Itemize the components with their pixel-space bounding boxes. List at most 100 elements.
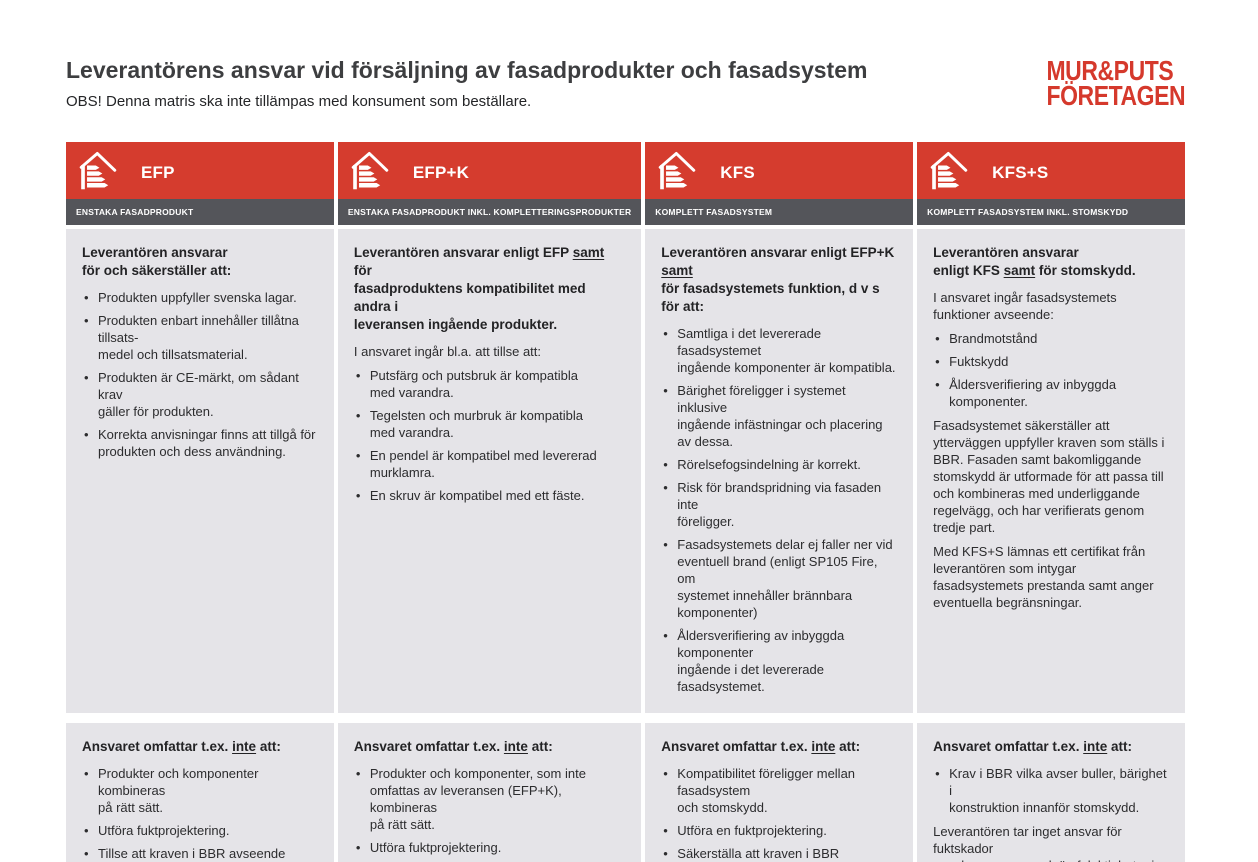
list-item: Åldersverifiering av inbyggda komponente… bbox=[933, 376, 1169, 410]
exclusions-cell: Ansvaret omfattar t.ex. inte att: Produk… bbox=[66, 723, 334, 862]
list-item: Åldersverifiering av inbyggda komponente… bbox=[661, 627, 897, 695]
note-paragraph: Med KFS+S lämnas ett certifikat från lev… bbox=[933, 544, 1154, 610]
bullet-list: Produkten uppfyller svenska lagar. Produ… bbox=[82, 289, 318, 460]
underlined-word: samt bbox=[661, 263, 693, 278]
list-item: Produkten är CE-märkt, om sådant krav gä… bbox=[82, 369, 318, 420]
column-category-bar: KOMPLETT FASADSYSTEM INKL. STOMSKYDD bbox=[917, 199, 1185, 229]
list-item: Samtliga i det levererade fasadsystemet … bbox=[661, 325, 897, 376]
heading-segment: att: bbox=[835, 739, 861, 754]
list-item: Utföra fuktprojektering. bbox=[82, 822, 318, 839]
bullet-list: Kompatibilitet föreligger mellan fasadsy… bbox=[661, 765, 897, 862]
heading-segment: Ansvaret omfattar t.ex. bbox=[353, 739, 504, 754]
intro-text: I ansvaret ingår bl.a. att tillse att: bbox=[353, 344, 542, 359]
heading-segment: Leverantören ansvarar enligt KFS bbox=[933, 245, 1079, 278]
list-item: Utföra en fuktprojektering. bbox=[661, 822, 897, 839]
note-paragraph: Leverantören tar inget ansvar för fuktsk… bbox=[933, 824, 1154, 862]
bullet-list: Putsfärg och putsbruk är kompatibla med … bbox=[354, 367, 625, 504]
content-container: Leverantörens ansvar vid försäljning av … bbox=[66, 0, 1185, 862]
column-category: ENSTAKA FASADPRODUKT INKL. KOMPLETTERING… bbox=[337, 199, 642, 225]
column-category-bar: KOMPLETT FASADSYSTEM bbox=[645, 199, 914, 229]
logo-line-2: FÖRETAGEN bbox=[1046, 80, 1185, 111]
exclusions-panel: Ansvaret omfattar t.ex. inte att: Kompat… bbox=[645, 723, 914, 862]
column-category: KOMPLETT FASADSYSTEM INKL. STOMSKYDD bbox=[917, 199, 1185, 225]
list-item: Krav i BBR vilka avser buller, bärighet … bbox=[933, 765, 1169, 816]
list-item: Fuktskydd bbox=[933, 353, 1169, 370]
energy-house-icon bbox=[659, 151, 696, 189]
heading-segment: Leverantören ansvarar för och säkerställ… bbox=[82, 245, 232, 278]
column-category-label: ENSTAKA FASADPRODUKT INKL. KOMPLETTERING… bbox=[347, 207, 632, 217]
list-item: Produkter och komponenter, som inte omfa… bbox=[354, 765, 625, 833]
bullet-list: Brandmotstånd Fuktskydd Åldersverifierin… bbox=[933, 330, 1169, 410]
heading-segment: för stomskydd. bbox=[1035, 263, 1136, 278]
list-item: Tegelsten och murbruk är kompatibla med … bbox=[354, 407, 625, 441]
column-header-kfs: KFS bbox=[645, 142, 914, 199]
column-category-bar: ENSTAKA FASADPRODUKT INKL. KOMPLETTERING… bbox=[337, 199, 642, 229]
column-category-label: KOMPLETT FASADSYSTEM bbox=[655, 207, 773, 217]
page-title: Leverantörens ansvar vid försäljning av … bbox=[66, 57, 868, 83]
bullet-list: Produkter och komponenter, som inte omfa… bbox=[354, 765, 625, 862]
responsibility-cell: Leverantören ansvarar för och säkerställ… bbox=[66, 229, 334, 723]
intro-text: I ansvaret ingår fasadsystemets funktion… bbox=[933, 290, 1117, 322]
exclusions-panel: Ansvaret omfattar t.ex. inte att: Krav i… bbox=[917, 723, 1185, 862]
bullet-list: Produkter och komponenter kombineras på … bbox=[82, 765, 318, 862]
exclusions-panel: Ansvaret omfattar t.ex. inte att: Produk… bbox=[337, 723, 642, 862]
list-item: Produkten uppfyller svenska lagar. bbox=[82, 289, 318, 306]
panel-heading: Ansvaret omfattar t.ex. inte att: bbox=[661, 738, 897, 756]
heading-segment: att: bbox=[1107, 739, 1132, 754]
bullet-list: Samtliga i det levererade fasadsystemet … bbox=[661, 325, 897, 695]
panel-heading: Ansvaret omfattar t.ex. inte att: bbox=[82, 738, 318, 756]
underlined-word: samt bbox=[1003, 263, 1036, 278]
heading-segment: för fasadproduktens kompatibilitet med a… bbox=[353, 263, 586, 332]
responsibility-matrix: EFP ENSTAKA FASADPRODUKT Leverantören an… bbox=[66, 142, 1185, 862]
column-code-label: KFS+S bbox=[992, 162, 1049, 182]
responsibility-panel: Leverantören ansvarar enligt EFP samt fö… bbox=[337, 229, 642, 713]
list-item: Produkten enbart innehåller tillåtna til… bbox=[82, 312, 318, 363]
exclusions-cell: Ansvaret omfattar t.ex. inte att: Kompat… bbox=[645, 723, 914, 862]
column-category: ENSTAKA FASADPRODUKT bbox=[66, 199, 334, 225]
list-item: En skruv är kompatibel med ett fäste. bbox=[354, 487, 625, 504]
heading-segment: för fasadsystemets funktion, d v s för a… bbox=[661, 281, 880, 314]
heading-segment: Ansvaret omfattar t.ex. bbox=[82, 739, 233, 754]
underlined-word: samt bbox=[572, 245, 605, 260]
page-note: OBS! Denna matris ska inte tillämpas med… bbox=[66, 93, 532, 110]
panel-heading: Ansvaret omfattar t.ex. inte att: bbox=[354, 738, 625, 756]
list-item: Brandmotstånd bbox=[933, 330, 1169, 347]
title-block: Leverantörens ansvar vid försäljning av … bbox=[66, 56, 867, 112]
list-item: Säkerställa att kraven i BBR avseende fu… bbox=[661, 845, 897, 862]
energy-house-icon bbox=[79, 151, 117, 189]
list-item: Risk för brandspridning via fasaden inte… bbox=[661, 479, 897, 530]
list-item: Rörelsefogsindelning är korrekt. bbox=[661, 456, 897, 473]
list-item: Produkter och komponenter kombineras på … bbox=[82, 765, 318, 816]
heading-segment: Ansvaret omfattar t.ex. bbox=[933, 739, 1084, 754]
panel-heading: Leverantören ansvarar enligt EFP+K samt … bbox=[661, 244, 897, 316]
heading-segment: Leverantören ansvarar enligt EFP bbox=[353, 245, 573, 260]
underlined-word: inte bbox=[1083, 739, 1108, 754]
underlined-word: inte bbox=[503, 739, 528, 754]
list-item: Putsfärg och putsbruk är kompatibla med … bbox=[354, 367, 625, 401]
note-paragraph: Fasadsystemet säkerställer att yttervägg… bbox=[933, 418, 1165, 535]
list-item: Kompatibilitet föreligger mellan fasadsy… bbox=[661, 765, 897, 816]
underlined-word: inte bbox=[232, 739, 257, 754]
responsibility-cell: Leverantören ansvarar enligt EFP samt fö… bbox=[337, 229, 642, 723]
bullet-list: Krav i BBR vilka avser buller, bärighet … bbox=[933, 765, 1169, 816]
responsibility-cell: Leverantören ansvarar enligt EFP+K samt … bbox=[645, 229, 914, 723]
list-item: Utföra fuktprojektering. bbox=[354, 839, 625, 856]
heading-segment: Leverantören ansvarar enligt EFP+K bbox=[661, 245, 895, 260]
column-category: KOMPLETT FASADSYSTEM bbox=[645, 199, 914, 225]
column-header-efp: EFP bbox=[66, 142, 334, 199]
column-code-label: KFS bbox=[720, 162, 755, 182]
heading-segment: att: bbox=[527, 739, 553, 754]
column-category-bar: ENSTAKA FASADPRODUKT bbox=[66, 199, 334, 229]
column-header-efp-k: EFP+K bbox=[337, 142, 642, 199]
exclusions-cell: Ansvaret omfattar t.ex. inte att: Produk… bbox=[337, 723, 642, 862]
energy-house-icon bbox=[351, 151, 389, 189]
column-code-label: EFP bbox=[141, 162, 175, 182]
page-header: Leverantörens ansvar vid försäljning av … bbox=[66, 56, 1185, 112]
heading-segment: Ansvaret omfattar t.ex. bbox=[661, 739, 812, 754]
underlined-word: inte bbox=[811, 739, 836, 754]
exclusions-panel: Ansvaret omfattar t.ex. inte att: Produk… bbox=[66, 723, 334, 862]
responsibility-panel: Leverantören ansvarar enligt EFP+K samt … bbox=[645, 229, 914, 713]
list-item: Tillse att kraven i BBR avseende fuktsky… bbox=[82, 845, 318, 862]
responsibility-panel: Leverantören ansvarar för och säkerställ… bbox=[66, 229, 334, 713]
